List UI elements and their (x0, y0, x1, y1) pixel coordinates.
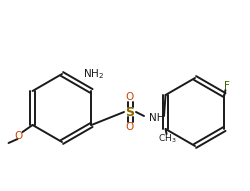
Text: O: O (14, 131, 23, 141)
Text: S: S (126, 105, 134, 118)
Text: O: O (126, 92, 134, 102)
Text: F: F (224, 81, 230, 91)
Text: NH: NH (149, 113, 164, 123)
Text: O: O (126, 122, 134, 132)
Text: CH$_3$: CH$_3$ (158, 133, 177, 145)
Text: NH$_2$: NH$_2$ (83, 67, 104, 81)
